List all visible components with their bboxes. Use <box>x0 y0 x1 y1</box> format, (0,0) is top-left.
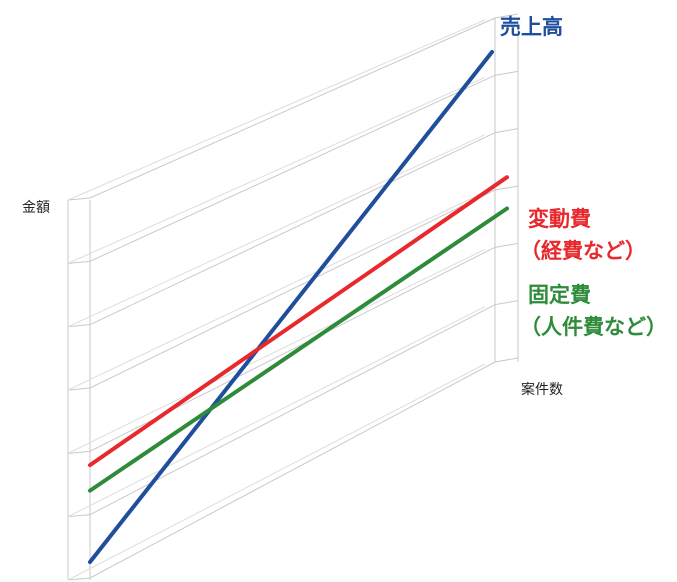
grid-line <box>89 304 496 516</box>
grid-line <box>494 185 519 191</box>
grid-line <box>67 514 91 518</box>
series-line-0 <box>88 50 494 564</box>
grid-line <box>67 191 486 391</box>
labels: 金額 案件数 売上高 変動費 （経費など） 固定費 （人件費など） <box>22 15 667 398</box>
y-axis-label: 金額 <box>22 200 50 216</box>
grid-line <box>494 242 519 248</box>
grid-line <box>89 189 496 389</box>
grid-line <box>67 134 486 328</box>
grid-line <box>67 387 91 391</box>
grid-line <box>89 74 496 262</box>
grid-line <box>494 70 519 76</box>
perspective-grid <box>67 13 519 581</box>
grid-line <box>67 577 91 581</box>
grid-line <box>67 324 91 328</box>
grid-line <box>67 306 486 518</box>
grid-line <box>494 357 519 363</box>
series-line-2 <box>88 206 509 493</box>
grid-line <box>67 450 91 454</box>
grid-line <box>494 13 519 19</box>
series-line-1 <box>88 175 509 468</box>
series-label-variable-cost-note: （経費など） <box>520 239 646 263</box>
grid-line <box>67 19 486 201</box>
grid-line <box>67 363 486 581</box>
grid-line <box>89 17 496 199</box>
x-axis-label: 案件数 <box>521 381 563 398</box>
grid-line <box>89 361 496 579</box>
series-label-fixed-cost-note: （人件費など） <box>520 315 667 339</box>
grid-line <box>89 132 496 326</box>
series-label-fixed-cost: 固定費 <box>528 283 591 307</box>
series-lines <box>88 50 509 564</box>
series-label-sales: 売上高 <box>500 15 563 39</box>
grid-line <box>67 260 91 264</box>
series-label-variable-cost: 変動費 <box>528 207 591 231</box>
grid-line <box>494 128 519 134</box>
grid-line <box>67 248 486 454</box>
grid-line <box>67 76 486 264</box>
grid-line <box>67 197 91 201</box>
grid-line <box>494 300 519 306</box>
